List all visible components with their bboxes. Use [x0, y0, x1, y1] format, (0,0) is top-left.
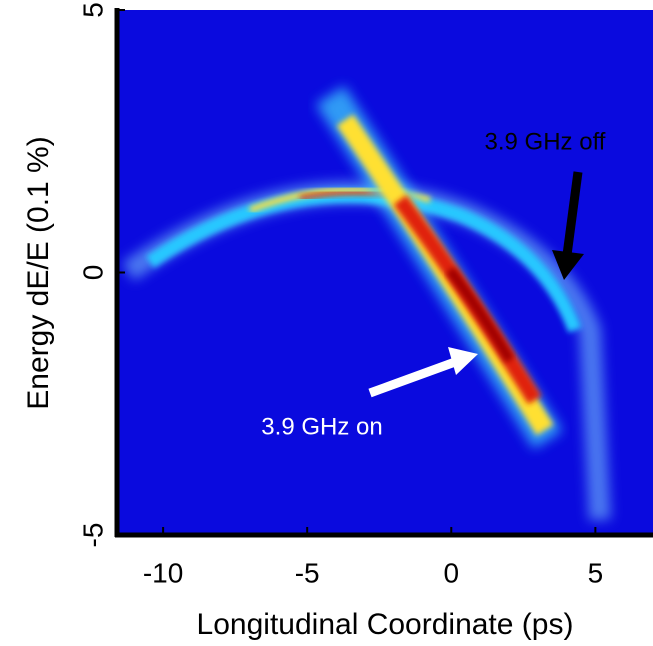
x-tick-label: -5: [295, 557, 320, 588]
plot-background: [117, 10, 653, 535]
y-axis-label: Energy dE/E (0.1 %): [22, 136, 55, 409]
x-tick-label: 0: [443, 557, 459, 588]
x-tick-label: 5: [588, 557, 604, 588]
density-map: [117, 10, 653, 535]
arrow-on-head: [448, 347, 478, 375]
arrow-on-shaft: [368, 357, 457, 398]
y-tick-label: 5: [77, 2, 108, 18]
arrow-off-head: [552, 250, 584, 280]
x-tick-label: -10: [143, 557, 183, 588]
arrow-off-shaft: [562, 171, 583, 256]
streak-peak: [445, 267, 515, 363]
annotation: 3.9 GHz on: [261, 413, 382, 440]
annotation: 3.9 GHz off: [485, 128, 606, 155]
y-tick-label: 0: [77, 265, 108, 281]
y-tick-label: -5: [77, 523, 108, 548]
arc-core: [146, 188, 582, 333]
x-axis-label: Longitudinal Coordinate (ps): [197, 608, 574, 641]
